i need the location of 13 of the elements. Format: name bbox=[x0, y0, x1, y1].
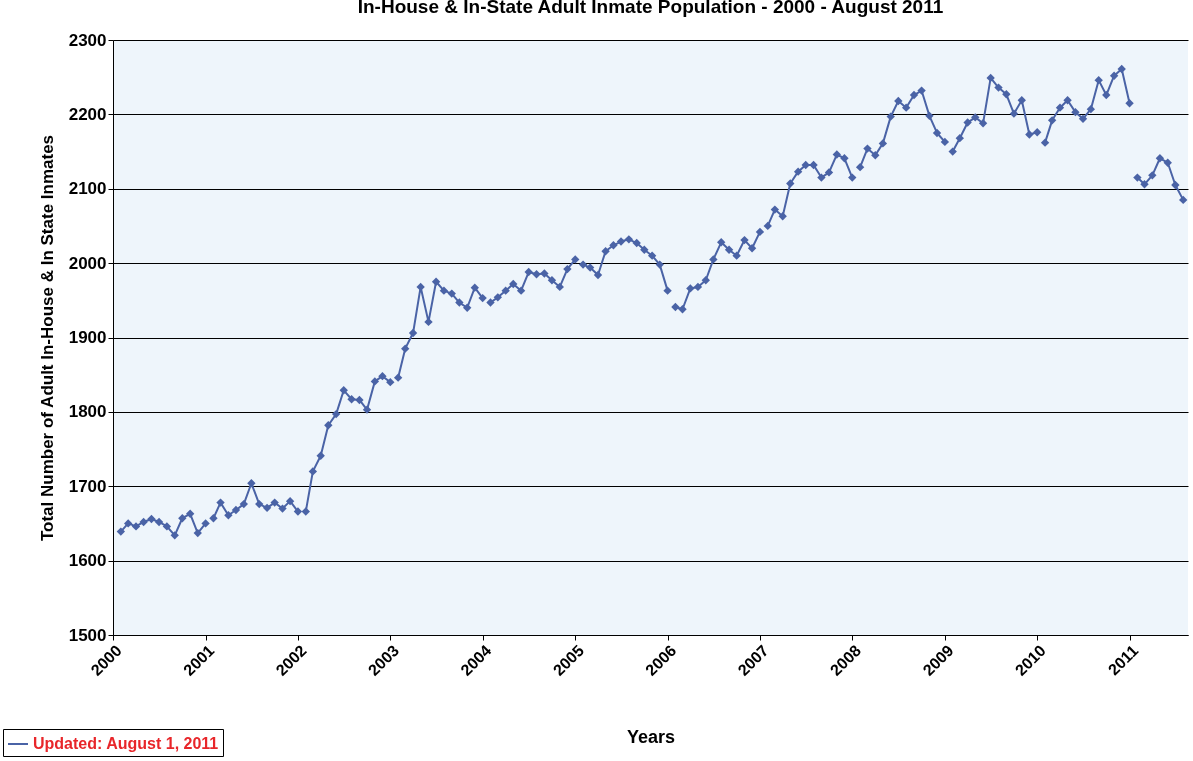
y-tick-label: 2300 bbox=[68, 30, 107, 50]
legend-label: Updated: August 1, 2011 bbox=[33, 735, 219, 752]
y-tick-label: 2000 bbox=[68, 253, 107, 273]
y-tick-label: 2100 bbox=[68, 179, 107, 199]
y-tick-label: 1900 bbox=[68, 328, 107, 347]
y-tick-label: 1600 bbox=[68, 551, 107, 571]
chart-title: In-House & In-State Adult Inmate Population - 2000 - August 2011 bbox=[357, 0, 944, 17]
y-tick-label: 1800 bbox=[68, 402, 107, 422]
y-tick-label: 1700 bbox=[68, 476, 107, 496]
y-tick-label: 1500 bbox=[68, 625, 107, 645]
x-axis-title: Years bbox=[626, 726, 676, 747]
y-tick-label: 2200 bbox=[68, 104, 107, 124]
y-axis-title: Total Number of Adult In-House & In State Inmates bbox=[37, 134, 57, 542]
